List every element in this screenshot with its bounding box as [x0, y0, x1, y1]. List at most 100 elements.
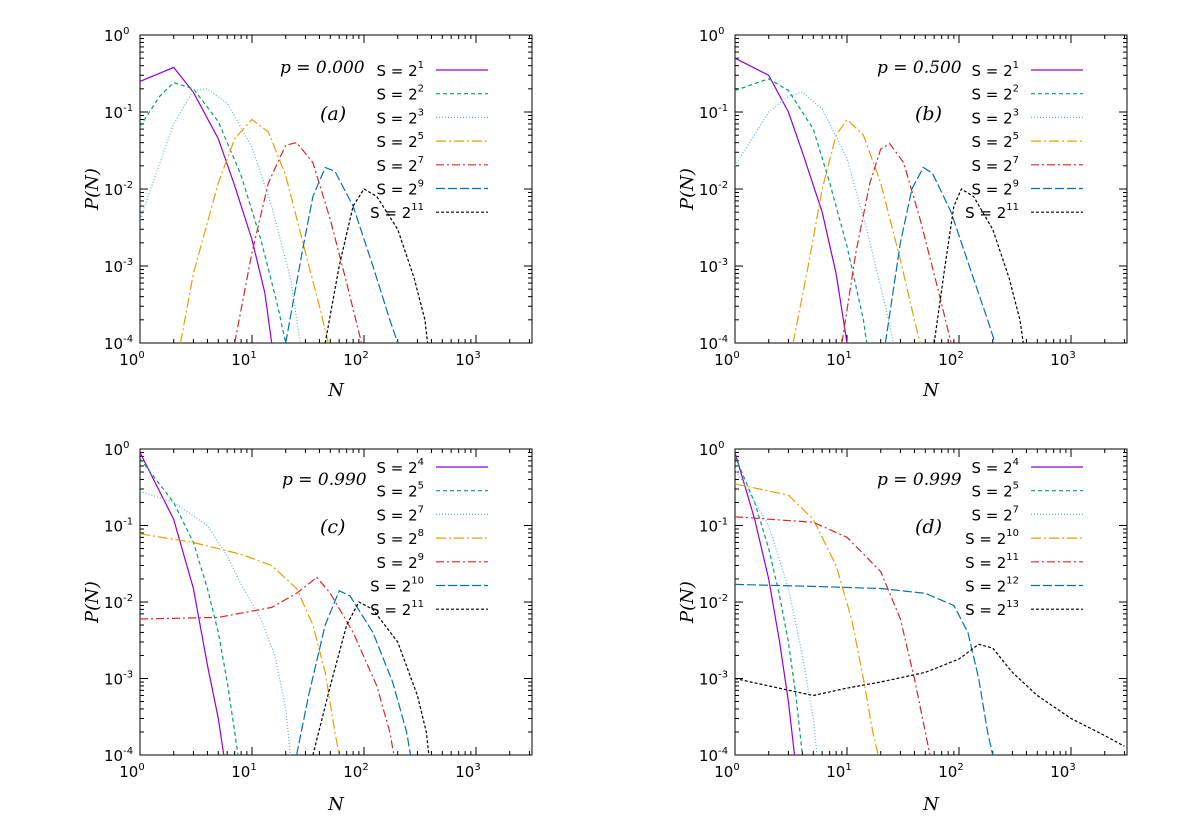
legend-label: S = 211 — [370, 202, 424, 222]
series-line — [140, 82, 287, 343]
legend-label: S = 210 — [965, 528, 1019, 548]
y-tick-label: 100 — [104, 440, 129, 459]
axis-ticks: 100 101 102 103 100 10-1 10-2 10-3 10-4 — [104, 26, 532, 369]
panel-letter: (b) — [915, 103, 942, 125]
series-line — [735, 483, 879, 755]
x-tick-label: 100 — [714, 762, 739, 781]
x-tick-label: 101 — [826, 350, 851, 369]
x-tick-label: 100 — [119, 350, 144, 369]
legend-label: S = 23 — [376, 107, 424, 127]
series-lines — [735, 452, 1125, 755]
legend-label: S = 24 — [971, 457, 1019, 477]
series-line — [140, 452, 225, 755]
series-line — [312, 601, 430, 755]
panel-c: p = 0.990 (c) N P(N) 100 101 102 103 100 10-1… — [82, 440, 533, 815]
y-tick-label: 10-3 — [699, 257, 728, 276]
y-tick-label: 10-1 — [699, 103, 728, 122]
legend-label: S = 211 — [965, 552, 1019, 572]
axis-ticks: 100 101 102 103 100 10-1 10-2 10-3 10-4 — [699, 440, 1127, 781]
y-tick-label: 10-1 — [104, 103, 133, 122]
legend-label: S = 21 — [971, 60, 1019, 80]
legend-label: S = 211 — [965, 202, 1019, 222]
y-tick-label: 10-3 — [104, 257, 133, 276]
legend-label: S = 29 — [971, 179, 1019, 199]
series-line — [140, 66, 273, 343]
legend-label: S = 25 — [376, 481, 424, 501]
series-line — [140, 458, 239, 755]
legend-label: S = 29 — [376, 179, 424, 199]
legend: S = 21 S = 22 S = 23 S = 25 S = 27 S = 29 S = … — [370, 60, 488, 222]
y-tick-label: 10-4 — [699, 746, 728, 765]
x-tick-label: 102 — [938, 762, 963, 781]
y-tick-label: 10-4 — [699, 334, 728, 353]
legend-label: S = 22 — [971, 84, 1019, 104]
x-tick-label: 102 — [938, 350, 963, 369]
legend-label: S = 211 — [370, 599, 424, 619]
series-line — [735, 78, 868, 343]
series-line — [735, 452, 796, 755]
legend-label: S = 27 — [971, 504, 1019, 524]
series-line — [140, 490, 291, 755]
p-annotation: p = 0.500 — [877, 58, 962, 78]
p-annotation: p = 0.000 — [280, 58, 365, 78]
legend-label: S = 29 — [376, 552, 424, 572]
panel-letter: (c) — [320, 516, 345, 538]
legend-label: S = 24 — [376, 457, 424, 477]
x-axis-label: N — [327, 380, 345, 401]
y-tick-label: 100 — [104, 26, 129, 45]
legend-label: S = 23 — [971, 107, 1019, 127]
legend: S = 24 S = 25 S = 27 S = 210 S = 211 S = 212 S… — [965, 457, 1083, 619]
y-tick-label: 10-1 — [104, 517, 133, 536]
axis-ticks: 100 101 102 103 100 10-1 10-2 10-3 10-4 — [104, 440, 532, 781]
p-annotation: p = 0.999 — [877, 470, 962, 490]
p-annotation: p = 0.990 — [282, 470, 367, 490]
y-axis-label: P(N) — [677, 581, 698, 624]
legend-label: S = 25 — [971, 131, 1019, 151]
x-tick-label: 102 — [343, 762, 368, 781]
series-line — [884, 166, 996, 343]
x-axis-label: N — [327, 794, 345, 815]
series-line — [296, 589, 412, 755]
legend-label: S = 212 — [965, 576, 1019, 596]
panel-letter: (d) — [915, 516, 942, 538]
legend: S = 24 S = 25 S = 27 S = 28 S = 29 S = 210 S =… — [370, 457, 488, 619]
series-line — [179, 118, 329, 343]
y-tick-label: 10-3 — [699, 670, 728, 689]
legend-label: S = 210 — [370, 576, 424, 596]
y-tick-label: 10-2 — [104, 180, 133, 199]
series-line — [234, 141, 363, 343]
x-tick-label: 103 — [1050, 762, 1075, 781]
series-lines — [140, 452, 430, 755]
series-lines — [140, 66, 429, 343]
series-line — [841, 142, 952, 343]
panel-d: p = 0.999 (d) N P(N) 100 101 102 103 100 10-1… — [677, 440, 1128, 815]
series-line — [140, 533, 340, 755]
x-tick-label: 100 — [714, 350, 739, 369]
x-tick-label: 103 — [455, 762, 480, 781]
x-tick-label: 103 — [1050, 350, 1075, 369]
x-tick-label: 103 — [455, 350, 480, 369]
legend-label: S = 27 — [971, 155, 1019, 175]
panel-letter: (a) — [320, 103, 346, 125]
y-tick-label: 10-4 — [104, 334, 133, 353]
series-line — [140, 576, 395, 755]
legend-label: S = 27 — [376, 155, 424, 175]
y-axis-label: P(N) — [82, 581, 103, 624]
x-axis-label: N — [922, 380, 940, 401]
x-tick-label: 102 — [343, 350, 368, 369]
panel-b: p = 0.500 (b) N P(N) 100 101 102 103 100 10-1… — [677, 26, 1128, 401]
legend: S = 21 S = 22 S = 23 S = 25 S = 27 S = 29 S = … — [965, 60, 1083, 222]
x-tick-label: 101 — [826, 762, 851, 781]
y-tick-label: 10-2 — [104, 593, 133, 612]
series-line — [735, 643, 1125, 747]
legend-label: S = 25 — [971, 481, 1019, 501]
legend-label: S = 27 — [376, 504, 424, 524]
y-tick-label: 10-2 — [699, 593, 728, 612]
series-line — [735, 468, 818, 755]
x-tick-label: 101 — [231, 762, 256, 781]
series-line — [285, 166, 399, 343]
legend-label: S = 28 — [376, 528, 424, 548]
x-axis-label: N — [922, 794, 940, 815]
y-tick-label: 10-3 — [104, 670, 133, 689]
